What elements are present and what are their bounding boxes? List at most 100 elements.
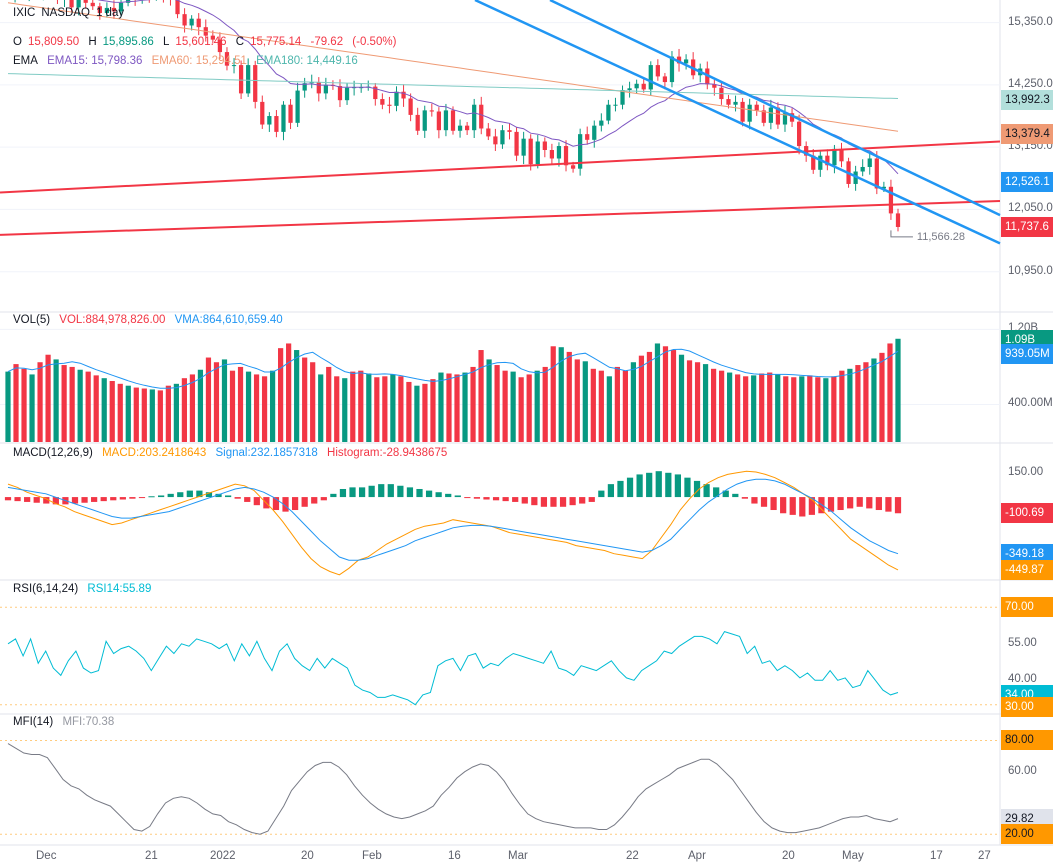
macd-hist-bar-74 [713,487,720,498]
blue-channel-line-upper [549,0,1001,217]
macd-hist-bar-82 [789,497,796,515]
macd-hist-bar-88 [847,497,854,509]
volume-bar-24 [197,369,204,442]
volume-bar-90 [727,372,733,442]
macd-hist-bar-18 [177,492,184,498]
macd-hist-bar-29 [282,497,289,512]
candle-body-40 [288,104,293,123]
volume-bar-31 [253,374,260,442]
candle-body-26 [189,18,194,26]
candle-body-72 [514,131,519,156]
volume-bar-21 [173,383,179,442]
rsi-tick-label-1: 40.00 [1008,673,1037,686]
candle-body-11 [83,0,88,3]
volume-bar-30 [245,371,252,442]
macd-hist-bar-63 [607,484,615,498]
macd-hist-bar-86 [827,497,835,512]
volume-bar-29 [237,366,244,442]
mfi-title: MFI(14) [13,716,54,728]
candle-body-66 [472,104,477,131]
volume-bar-61 [494,365,500,442]
volume-bar-17 [141,388,147,442]
candle-body-74 [528,138,533,165]
candle-body-96 [683,59,689,64]
volume-bar-39 [318,374,324,442]
macd-hist-bar-10 [100,497,107,502]
macd-hist-bar-17 [167,493,174,498]
volume-bar-79 [638,355,645,442]
macd-hist-bar-79 [760,497,768,507]
signal-value: Signal:232.1857318 [215,447,318,459]
candle-body-88 [627,88,632,90]
volume-bar-57 [462,372,468,442]
macd-hist-bar-51 [492,497,500,501]
volume-bar-59 [478,350,484,442]
volume-bar-87 [702,364,709,442]
rsi-title: RSI(6,14,24) [13,583,79,595]
ema60-line [7,2,899,132]
macd-hist-bar-13 [129,497,136,499]
macd-hist-bar-90 [866,497,873,509]
macd-tick-label-0: 150.00 [1008,465,1044,478]
candle-body-43 [309,82,314,84]
volume-bar-75 [606,376,612,442]
candle-body-87 [620,90,625,105]
candle-body-95 [676,56,682,64]
macd-hist-bar-5 [52,497,59,505]
macd-hist-bar-2 [24,497,31,502]
macd-hist-bar-23 [224,495,232,498]
macd-hist-bar-64 [617,480,624,498]
mfi-badge-2: 20.00 [1001,824,1053,845]
ema15-line [97,0,899,175]
volume-bar-1 [13,364,19,442]
candle-body-116 [825,155,830,166]
volume-bar-105 [847,368,853,442]
macd-hist-bar-87 [837,497,844,511]
macd-hist-bar-57 [550,497,557,507]
price-badge-3: 11,737.6 [1001,217,1053,238]
macd-hist-bar-77 [741,497,748,499]
time-tick-label-8: Apr [688,850,706,862]
volume-bar-47 [382,376,388,442]
mfi-line [7,743,899,835]
ema15-value: EMA15: 15,798.36 [47,55,143,67]
macd-hist-bar-65 [626,477,634,498]
candle-body-70 [500,130,505,145]
volume-bar-45 [366,373,372,442]
volume-bar-15 [125,385,131,442]
macd-hist-bar-60 [579,497,586,504]
macd-hist-bar-67 [646,472,653,498]
volume-bar-35 [286,343,292,442]
macd-hist-bar-11 [110,497,117,501]
macd-hist-bar-33 [320,497,327,501]
candle-body-122 [867,158,872,167]
volume-bar-95 [767,372,773,442]
candle-body-117 [832,148,837,166]
candle-body-73 [521,138,526,156]
volume-bar-102 [823,378,829,442]
time-tick-label-5: 16 [448,850,461,862]
macd-hist-bar-22 [215,493,222,498]
candle-body-75 [535,141,540,165]
volume-bar-62 [502,370,508,442]
candle-body-14 [104,7,110,14]
volume-bar-4 [37,362,43,442]
candle-body-111 [789,113,795,122]
macd-hist-bar-1 [14,497,21,502]
volume-bar-93 [751,375,757,442]
volume-bar-50 [406,381,412,442]
volume-bar-110 [887,343,893,442]
volume-bar-71 [574,359,580,442]
volume-bar-84 [678,354,685,442]
volume-bar-51 [414,385,420,442]
candle-body-54 [387,104,392,106]
volume-bar-8 [69,366,75,442]
rsi-line [7,631,899,706]
macd-hist-bar-44 [425,490,433,498]
macd-badge-2: -449.87 [1001,559,1053,580]
volume-bar-89 [718,370,725,442]
volume-bar-9 [77,369,83,442]
volume-bar-82 [662,346,669,442]
rsi14-value: RSI14:55.89 [87,583,152,595]
